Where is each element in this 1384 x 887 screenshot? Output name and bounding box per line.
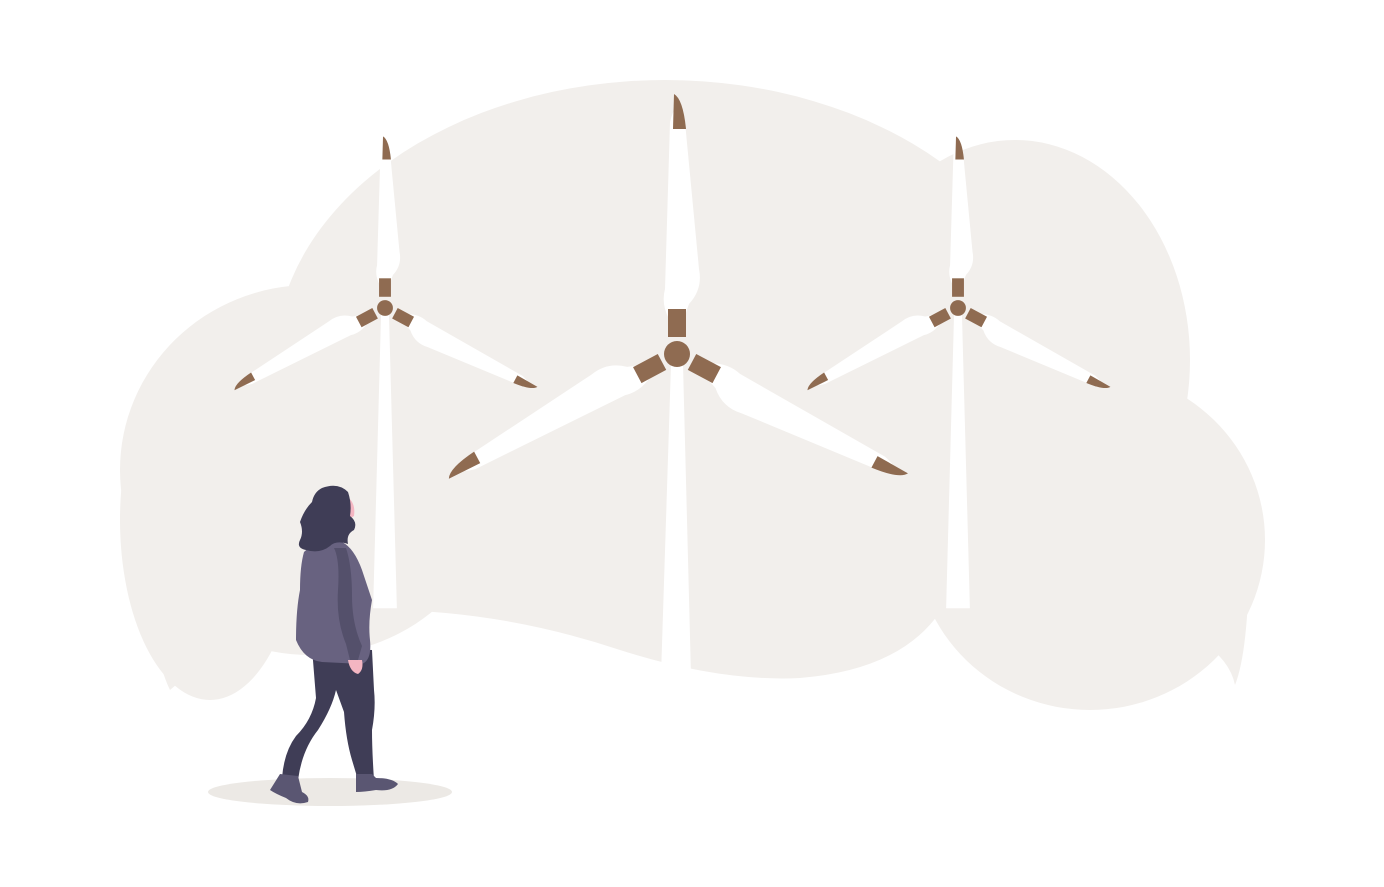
woman-hair — [298, 485, 356, 552]
background-cloud — [120, 80, 1265, 710]
woman-right-shoe — [356, 774, 398, 792]
wind-turbine-left — [234, 136, 538, 609]
woman-left-shoe — [270, 774, 309, 804]
wind-turbine-center — [448, 94, 908, 676]
woman-legs — [282, 648, 375, 780]
ground-shadow — [208, 778, 452, 806]
walking-woman-figure — [270, 485, 398, 804]
woman-hand — [348, 660, 363, 674]
woman-arm — [334, 548, 362, 660]
wind-turbine-right — [807, 136, 1111, 609]
